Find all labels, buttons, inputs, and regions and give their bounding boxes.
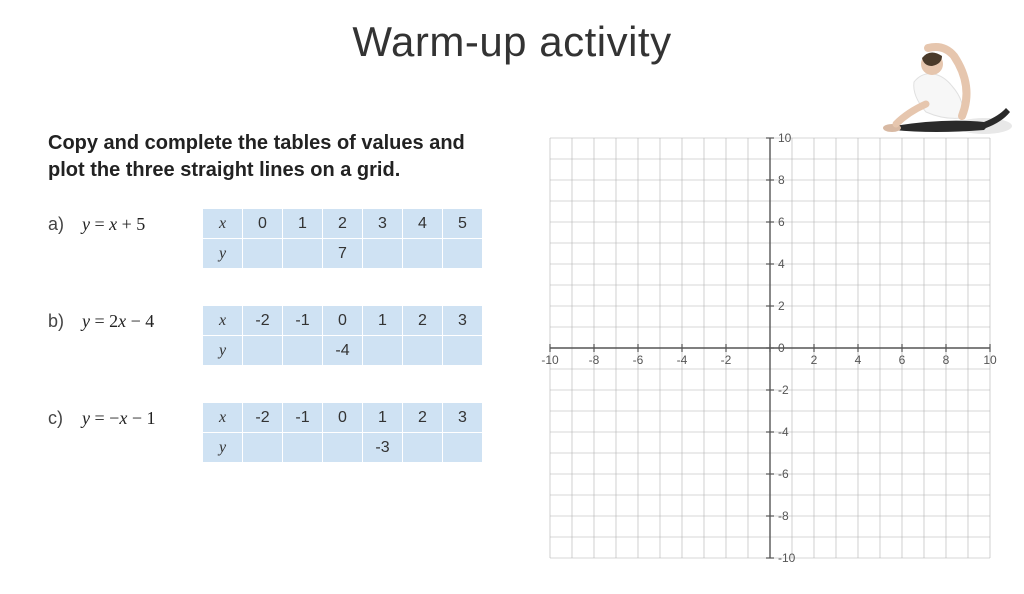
- svg-text:8: 8: [778, 173, 785, 187]
- y-cell: [403, 239, 443, 269]
- values-table: x012345 y 7: [202, 208, 483, 269]
- equation-text: y = 2x − 4: [82, 305, 202, 332]
- row-header-x: x: [203, 403, 243, 433]
- row-header-x: x: [203, 306, 243, 336]
- instructions-text: Copy and complete the tables of values a…: [48, 130, 478, 184]
- svg-text:-6: -6: [633, 353, 644, 367]
- equation-text: y = x + 5: [82, 208, 202, 235]
- y-cell: [403, 433, 443, 463]
- svg-text:4: 4: [855, 353, 862, 367]
- y-cell: [403, 336, 443, 366]
- svg-text:2: 2: [778, 299, 785, 313]
- svg-text:-8: -8: [778, 509, 789, 523]
- coordinate-grid: -10 -8 -6 -4 -2 2 4 6 8 10 -10 -8 -6 -4 -2 0 2 4 6 8 10: [540, 128, 1000, 568]
- x-cell: -1: [283, 306, 323, 336]
- row-header-y: y: [203, 336, 243, 366]
- svg-text:2: 2: [811, 353, 818, 367]
- x-cell: 5: [443, 209, 483, 239]
- problem-label: a): [48, 208, 82, 235]
- svg-text:6: 6: [899, 353, 906, 367]
- values-table: x-2-10123 y -4: [202, 305, 483, 366]
- svg-text:10: 10: [778, 131, 792, 145]
- x-cell: 2: [403, 306, 443, 336]
- y-cell: [443, 239, 483, 269]
- x-cell: 2: [403, 403, 443, 433]
- svg-text:-4: -4: [677, 353, 688, 367]
- y-cell: [323, 433, 363, 463]
- row-header-y: y: [203, 239, 243, 269]
- y-cell: [283, 336, 323, 366]
- row-header-y: y: [203, 433, 243, 463]
- x-cell: 3: [443, 403, 483, 433]
- svg-text:-2: -2: [721, 353, 732, 367]
- problem-row: c)y = −x − 1x-2-10123 y -3: [48, 402, 488, 463]
- x-cell: 3: [443, 306, 483, 336]
- svg-text:-8: -8: [589, 353, 600, 367]
- x-cell: 2: [323, 209, 363, 239]
- y-cell: [243, 336, 283, 366]
- svg-text:-4: -4: [778, 425, 789, 439]
- y-cell: [363, 239, 403, 269]
- x-cell: 1: [363, 306, 403, 336]
- stretching-figure-illustration: [834, 26, 1014, 136]
- svg-text:-2: -2: [778, 383, 789, 397]
- y-cell: [243, 433, 283, 463]
- x-cell: 0: [243, 209, 283, 239]
- svg-text:6: 6: [778, 215, 785, 229]
- row-header-x: x: [203, 209, 243, 239]
- svg-text:8: 8: [943, 353, 950, 367]
- x-cell: 0: [323, 403, 363, 433]
- problem-label: c): [48, 402, 82, 429]
- x-cell: 1: [283, 209, 323, 239]
- y-cell: [443, 433, 483, 463]
- svg-text:-6: -6: [778, 467, 789, 481]
- y-cell: [363, 336, 403, 366]
- problem-row: a)y = x + 5x012345 y 7: [48, 208, 488, 269]
- problem-label: b): [48, 305, 82, 332]
- x-cell: -1: [283, 403, 323, 433]
- y-cell: [283, 239, 323, 269]
- y-cell: [443, 336, 483, 366]
- svg-text:4: 4: [778, 257, 785, 271]
- y-cell: [283, 433, 323, 463]
- x-cell: 4: [403, 209, 443, 239]
- x-cell: 3: [363, 209, 403, 239]
- problems-list: a)y = x + 5x012345y7b)y = 2x − 4x-2-1012…: [48, 208, 488, 499]
- values-table: x-2-10123 y -3: [202, 402, 483, 463]
- x-cell: -2: [243, 403, 283, 433]
- equation-text: y = −x − 1: [82, 402, 202, 429]
- x-cell: 1: [363, 403, 403, 433]
- y-cell: 7: [323, 239, 363, 269]
- problem-row: b)y = 2x − 4x-2-10123 y -4: [48, 305, 488, 366]
- x-cell: -2: [243, 306, 283, 336]
- y-cell: -4: [323, 336, 363, 366]
- svg-text:-10: -10: [541, 353, 559, 367]
- y-cell: [243, 239, 283, 269]
- x-cell: 0: [323, 306, 363, 336]
- svg-text:10: 10: [983, 353, 997, 367]
- y-cell: -3: [363, 433, 403, 463]
- svg-text:-10: -10: [778, 551, 796, 565]
- svg-text:0: 0: [778, 341, 785, 355]
